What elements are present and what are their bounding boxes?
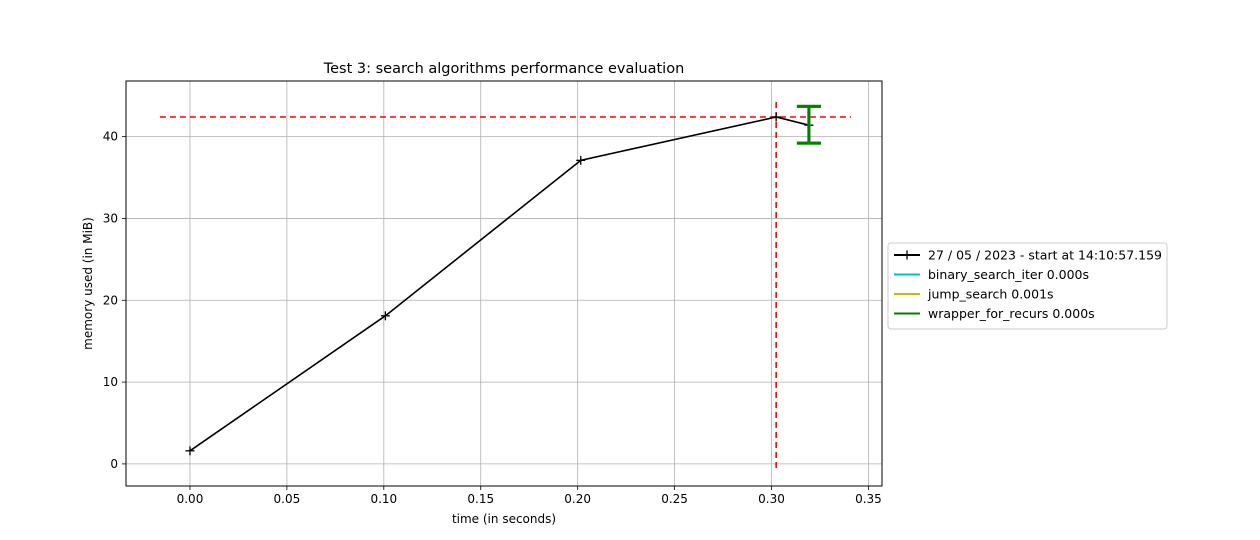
series-layer <box>185 113 813 456</box>
x-tick-label: 0.05 <box>274 492 301 506</box>
y-tick-label: 0 <box>110 457 118 471</box>
y-tick-label: 30 <box>103 211 118 225</box>
x-axis-label: time (in seconds) <box>452 512 556 526</box>
x-tick-label: 0.10 <box>370 492 397 506</box>
data-point <box>185 446 194 455</box>
legend: 27 / 05 / 2023 - start at 14:10:57.159 bi… <box>888 243 1167 329</box>
x-tick-label: 0.00 <box>177 492 204 506</box>
legend-item: 27 / 05 / 2023 - start at 14:10:57.159 <box>894 248 1162 263</box>
y-tick-label: 10 <box>103 375 118 389</box>
data-point <box>772 113 781 122</box>
x-tick-label: 0.20 <box>564 492 591 506</box>
y-axis-ticks: 0 10 20 30 40 <box>103 130 126 471</box>
function-bracket <box>797 106 821 143</box>
legend-label: 27 / 05 / 2023 - start at 14:10:57.159 <box>928 248 1162 263</box>
legend-label: wrapper_for_recurs 0.000s <box>928 306 1095 321</box>
x-axis-ticks: 0.00 0.05 0.10 0.15 0.20 0.25 0.30 0.35 <box>177 486 882 506</box>
chart-title: Test 3: search algorithms performance ev… <box>323 61 685 77</box>
legend-label: jump_search 0.001s <box>927 287 1054 302</box>
x-tick-label: 0.25 <box>661 492 688 506</box>
grid-lines <box>126 81 882 486</box>
plot-area <box>126 81 882 486</box>
function-brackets <box>797 106 821 143</box>
max-usage-lines <box>160 100 851 468</box>
y-axis-label: memory used (in MiB) <box>81 217 95 350</box>
y-tick-label: 40 <box>103 130 118 144</box>
series-line <box>190 117 809 451</box>
x-tick-label: 0.15 <box>467 492 494 506</box>
y-tick-label: 20 <box>103 293 118 307</box>
x-tick-label: 0.35 <box>855 492 882 506</box>
x-tick-label: 0.30 <box>758 492 785 506</box>
legend-label: binary_search_iter 0.000s <box>928 267 1089 282</box>
